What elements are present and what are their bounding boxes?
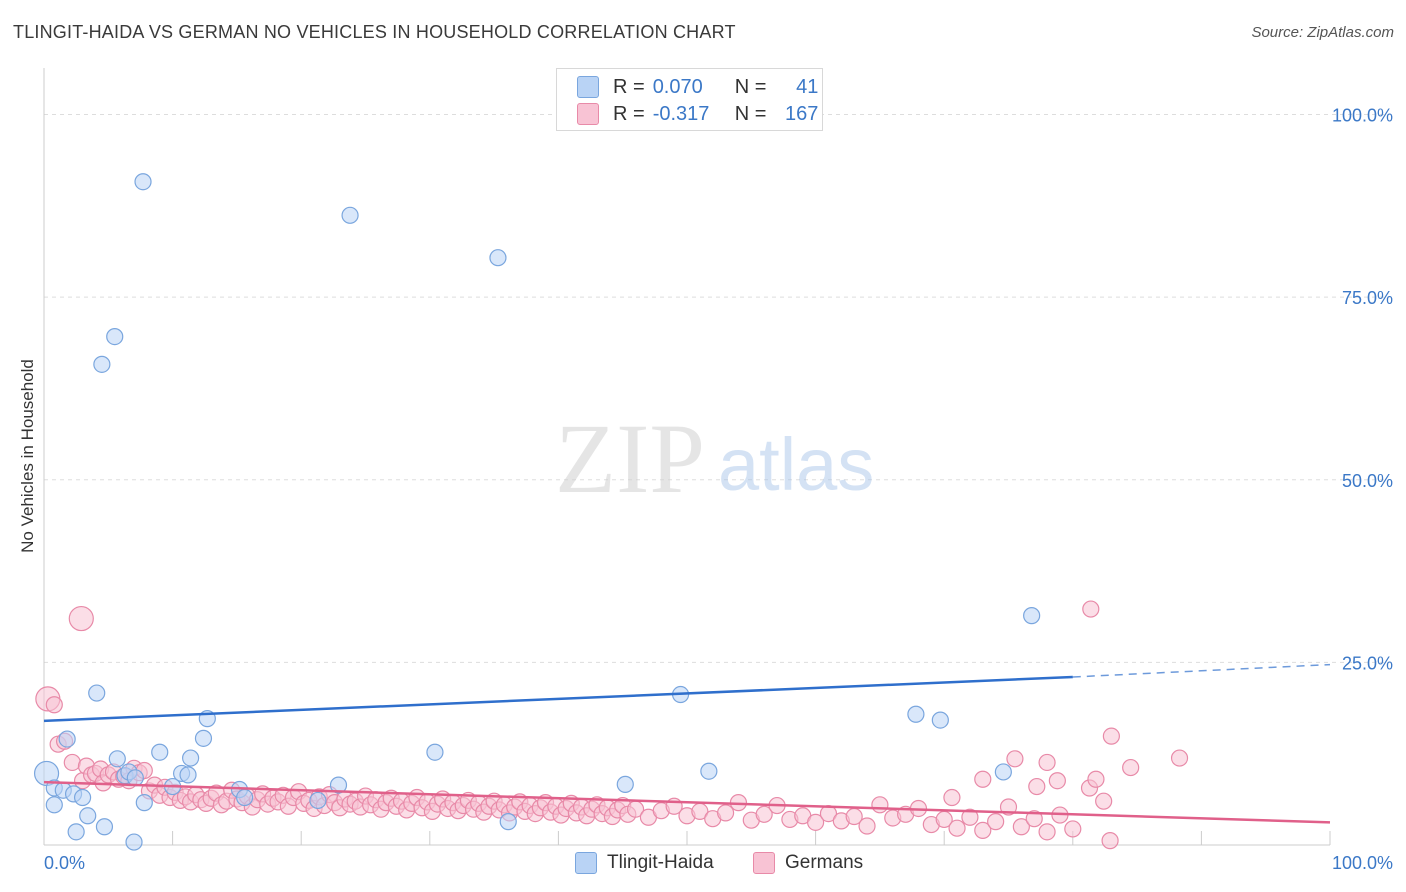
tlingit-haida-point-12 <box>106 327 124 346</box>
tlingit-haida-points <box>33 173 1041 851</box>
germans-point-4 <box>63 753 81 772</box>
germans-point-154 <box>1048 772 1066 790</box>
tlingit-haida-point-13 <box>108 750 126 768</box>
tlingit-haida-point-4 <box>58 730 76 748</box>
n-value-germans: 167 <box>785 102 819 125</box>
germans-point-148 <box>1064 820 1082 838</box>
tlingit-haida-point-23 <box>179 766 197 784</box>
germans-point-152 <box>1028 777 1046 796</box>
germans-point-145 <box>1025 810 1043 828</box>
tlingit-haida-point-18 <box>134 173 152 191</box>
r-value-germans: -0.317 <box>652 102 710 125</box>
germans-point-156 <box>1087 770 1105 788</box>
legend-row-tlingit-haida: R = 0.070 N = 41 <box>577 74 818 100</box>
tlingit-haida-point-38 <box>907 705 925 723</box>
germans-point-140 <box>961 808 979 826</box>
germans-point-153 <box>1038 753 1056 772</box>
germans-point-5 <box>68 605 94 632</box>
germans-point-141 <box>974 821 992 839</box>
trend-lines <box>43 663 1331 824</box>
germans-point-128 <box>806 813 825 831</box>
tlingit-haida-point-9 <box>88 684 106 702</box>
legend-item-tlingit-haida[interactable]: Tlingit-Haida <box>575 852 714 874</box>
tlingit-haida-point-31 <box>341 206 359 224</box>
germans-point-142 <box>987 813 1005 831</box>
tlingit-haida-point-19 <box>135 794 153 812</box>
tlingit-haida-point-39 <box>931 711 949 729</box>
tlingit-haida-point-8 <box>79 807 97 825</box>
tlingit-haida-point-41 <box>1023 607 1041 625</box>
germans-point-151 <box>1006 750 1024 768</box>
tlingit-haida-point-33 <box>489 249 507 267</box>
gridlines <box>44 114 1390 663</box>
tlingit-haida-point-40 <box>994 763 1012 781</box>
germans-point-149 <box>943 788 961 807</box>
correlation-legend: R = 0.070 N = 41 R = -0.317 N = 167 <box>556 68 823 131</box>
tlingit-haida-point-6 <box>67 823 85 841</box>
tlingit-haida-point-28 <box>236 788 254 807</box>
tlingit-haida-point-29 <box>309 791 327 810</box>
y-tick-label-1: 50.0% <box>1342 471 1393 491</box>
germans-swatch <box>753 852 775 874</box>
germans-point-158 <box>1102 727 1120 745</box>
x-tick-label-1: 100.0% <box>1332 853 1393 873</box>
tlingit-haida-point-16 <box>125 833 143 851</box>
tlingit-haida-point-7 <box>73 788 92 807</box>
tlingit-haida-point-11 <box>95 818 114 836</box>
n-label: N = <box>734 75 767 98</box>
tick-labels: 25.0% 50.0% 75.0% 100.0% 0.0% 100.0% <box>44 106 1393 873</box>
tlingit-haida-point-17 <box>126 769 144 787</box>
r-label: R = <box>613 102 645 125</box>
tlingit-haida-swatch <box>577 76 599 98</box>
legend-item-germans[interactable]: Germans <box>753 852 863 874</box>
germans-point-157 <box>1095 792 1113 810</box>
germans-point-132 <box>858 817 876 835</box>
series-legend: Tlingit-Haida Germans <box>0 852 1406 878</box>
legend-label-germans: Germans <box>785 852 864 873</box>
tlingit-haida-trend-extension <box>1072 663 1331 678</box>
tlingit-haida-point-2 <box>45 796 63 814</box>
n-label: N = <box>734 102 767 125</box>
y-tick-label-3: 100.0% <box>1332 106 1393 126</box>
tlingit-haida-point-30 <box>329 776 348 794</box>
germans-point-121 <box>716 804 735 822</box>
r-label: R = <box>613 75 645 98</box>
r-value-tlingit-haida: 0.070 <box>652 75 703 98</box>
tlingit-haida-point-20 <box>151 743 169 761</box>
tlingit-haida-point-25 <box>194 729 213 747</box>
germans-point-139 <box>948 819 966 837</box>
chart-title: TLINGIT-HAIDA VS GERMAN NO VEHICLES IN H… <box>13 22 736 42</box>
germans-point-150 <box>974 770 992 788</box>
legend-row-germans: R = -0.317 N = 167 <box>577 101 818 127</box>
n-value-tlingit-haida: 41 <box>796 75 819 98</box>
watermark-zip: ZIP <box>555 403 705 514</box>
germans-point-162 <box>1101 832 1119 850</box>
germans-point-124 <box>755 805 773 823</box>
tlingit-haida-point-32 <box>426 743 444 761</box>
germans-point-144 <box>1012 818 1030 836</box>
watermark: ZIP atlas <box>555 403 874 514</box>
tlingit-haida-point-37 <box>700 762 718 780</box>
germans-point-133 <box>871 796 889 814</box>
germans-point-1 <box>45 696 63 714</box>
tlingit-haida-point-24 <box>182 749 200 767</box>
tlingit-haida-swatch <box>575 852 597 874</box>
tlingit-haida-trend-line <box>43 675 1073 723</box>
x-tick-label-0: 0.0% <box>44 853 85 873</box>
germans-point-160 <box>1170 749 1189 767</box>
tlingit-haida-point-34 <box>499 813 517 831</box>
watermark-atlas: atlas <box>718 423 874 506</box>
germans-trend-line <box>43 780 1331 824</box>
tlingit-haida-point-10 <box>93 355 111 373</box>
source-label: Source: ZipAtlas.com <box>1251 24 1394 41</box>
legend-label-tlingit-haida: Tlingit-Haida <box>607 852 714 873</box>
germans-swatch <box>577 103 599 125</box>
germans-point-146 <box>1038 823 1056 841</box>
tlingit-haida-point-35 <box>616 775 634 793</box>
y-tick-label-2: 75.0% <box>1342 288 1393 308</box>
y-tick-label-0: 25.0% <box>1342 653 1393 673</box>
germans-point-161 <box>1082 600 1100 618</box>
germans-point-159 <box>1122 758 1140 777</box>
